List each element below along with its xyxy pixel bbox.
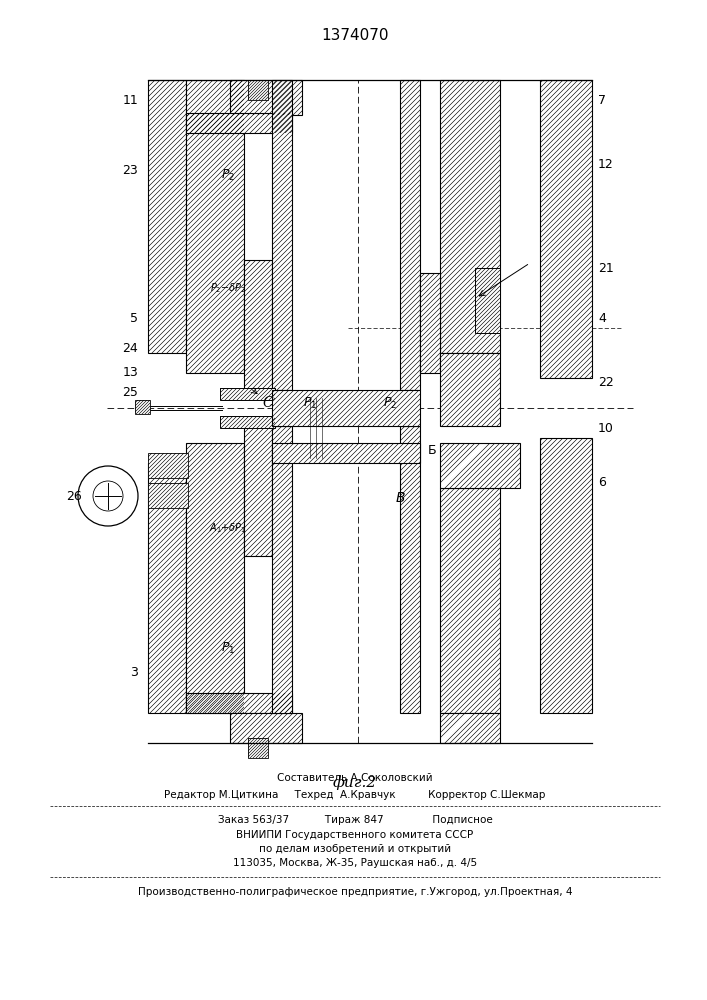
Text: Б: Б <box>428 444 436 456</box>
Text: Составитель А.Соколовский: Составитель А.Соколовский <box>277 773 433 783</box>
Polygon shape <box>186 443 244 713</box>
Text: $P_2{-}\delta P_2$: $P_2{-}\delta P_2$ <box>210 281 246 295</box>
Text: 3: 3 <box>130 666 138 680</box>
Text: 1374070: 1374070 <box>321 27 389 42</box>
Polygon shape <box>272 426 292 713</box>
Text: $P_1$: $P_1$ <box>221 640 235 656</box>
Polygon shape <box>220 388 275 400</box>
Polygon shape <box>186 693 292 713</box>
Polygon shape <box>248 738 268 758</box>
Polygon shape <box>420 273 440 373</box>
Text: 26: 26 <box>66 489 82 502</box>
Text: 6: 6 <box>598 477 606 489</box>
Polygon shape <box>440 443 520 488</box>
Polygon shape <box>272 80 292 390</box>
Text: 23: 23 <box>122 163 138 176</box>
Text: $P_1$: $P_1$ <box>303 395 317 411</box>
Polygon shape <box>135 400 150 414</box>
Text: 25: 25 <box>122 386 138 399</box>
Polygon shape <box>540 80 592 378</box>
Polygon shape <box>272 443 420 463</box>
Polygon shape <box>272 390 420 426</box>
Text: 21: 21 <box>598 261 614 274</box>
Text: 7: 7 <box>598 94 606 106</box>
Polygon shape <box>244 426 272 556</box>
Polygon shape <box>400 80 420 390</box>
Polygon shape <box>186 80 244 373</box>
Text: 10: 10 <box>598 422 614 434</box>
Text: фиг.2: фиг.2 <box>333 776 377 790</box>
Text: C: C <box>263 396 274 410</box>
Polygon shape <box>248 80 268 100</box>
Polygon shape <box>400 426 420 713</box>
Polygon shape <box>440 80 500 353</box>
Polygon shape <box>220 416 275 428</box>
Text: по делам изобретений и открытий: по делам изобретений и открытий <box>259 844 451 854</box>
Text: $B$: $B$ <box>395 491 405 505</box>
Polygon shape <box>540 438 592 713</box>
Text: $P_2$: $P_2$ <box>221 167 235 183</box>
Text: 5: 5 <box>130 312 138 324</box>
Text: 24: 24 <box>122 342 138 355</box>
Text: Производственно-полиграфическое предприятие, г.Ужгород, ул.Проектная, 4: Производственно-полиграфическое предприя… <box>138 887 572 897</box>
Polygon shape <box>186 113 292 133</box>
Polygon shape <box>148 453 188 478</box>
Text: 113035, Москва, Ж-35, Раушская наб., д. 4/5: 113035, Москва, Ж-35, Раушская наб., д. … <box>233 858 477 868</box>
Text: 4: 4 <box>598 312 606 324</box>
Polygon shape <box>475 268 500 333</box>
Polygon shape <box>440 713 500 743</box>
Polygon shape <box>148 80 186 353</box>
Text: $A_1{+}\delta P_1$: $A_1{+}\delta P_1$ <box>209 521 247 535</box>
Text: Заказ 563/37           Тираж 847               Подписное: Заказ 563/37 Тираж 847 Подписное <box>218 815 492 825</box>
Text: 11: 11 <box>122 94 138 106</box>
Polygon shape <box>230 713 302 743</box>
Polygon shape <box>244 260 272 390</box>
Polygon shape <box>148 463 186 713</box>
Text: ВНИИПИ Государственного комитета СССР: ВНИИПИ Государственного комитета СССР <box>236 830 474 840</box>
Polygon shape <box>440 488 500 713</box>
Text: 22: 22 <box>598 376 614 389</box>
Text: 13: 13 <box>122 366 138 379</box>
Text: 12: 12 <box>598 158 614 172</box>
Polygon shape <box>230 80 302 115</box>
Polygon shape <box>440 353 500 426</box>
Polygon shape <box>148 483 188 508</box>
Text: $P_2$: $P_2$ <box>383 395 397 411</box>
Text: Редактор М.Циткина     Техред  А.Кравчук          Корректор С.Шекмар: Редактор М.Циткина Техред А.Кравчук Корр… <box>164 790 546 800</box>
